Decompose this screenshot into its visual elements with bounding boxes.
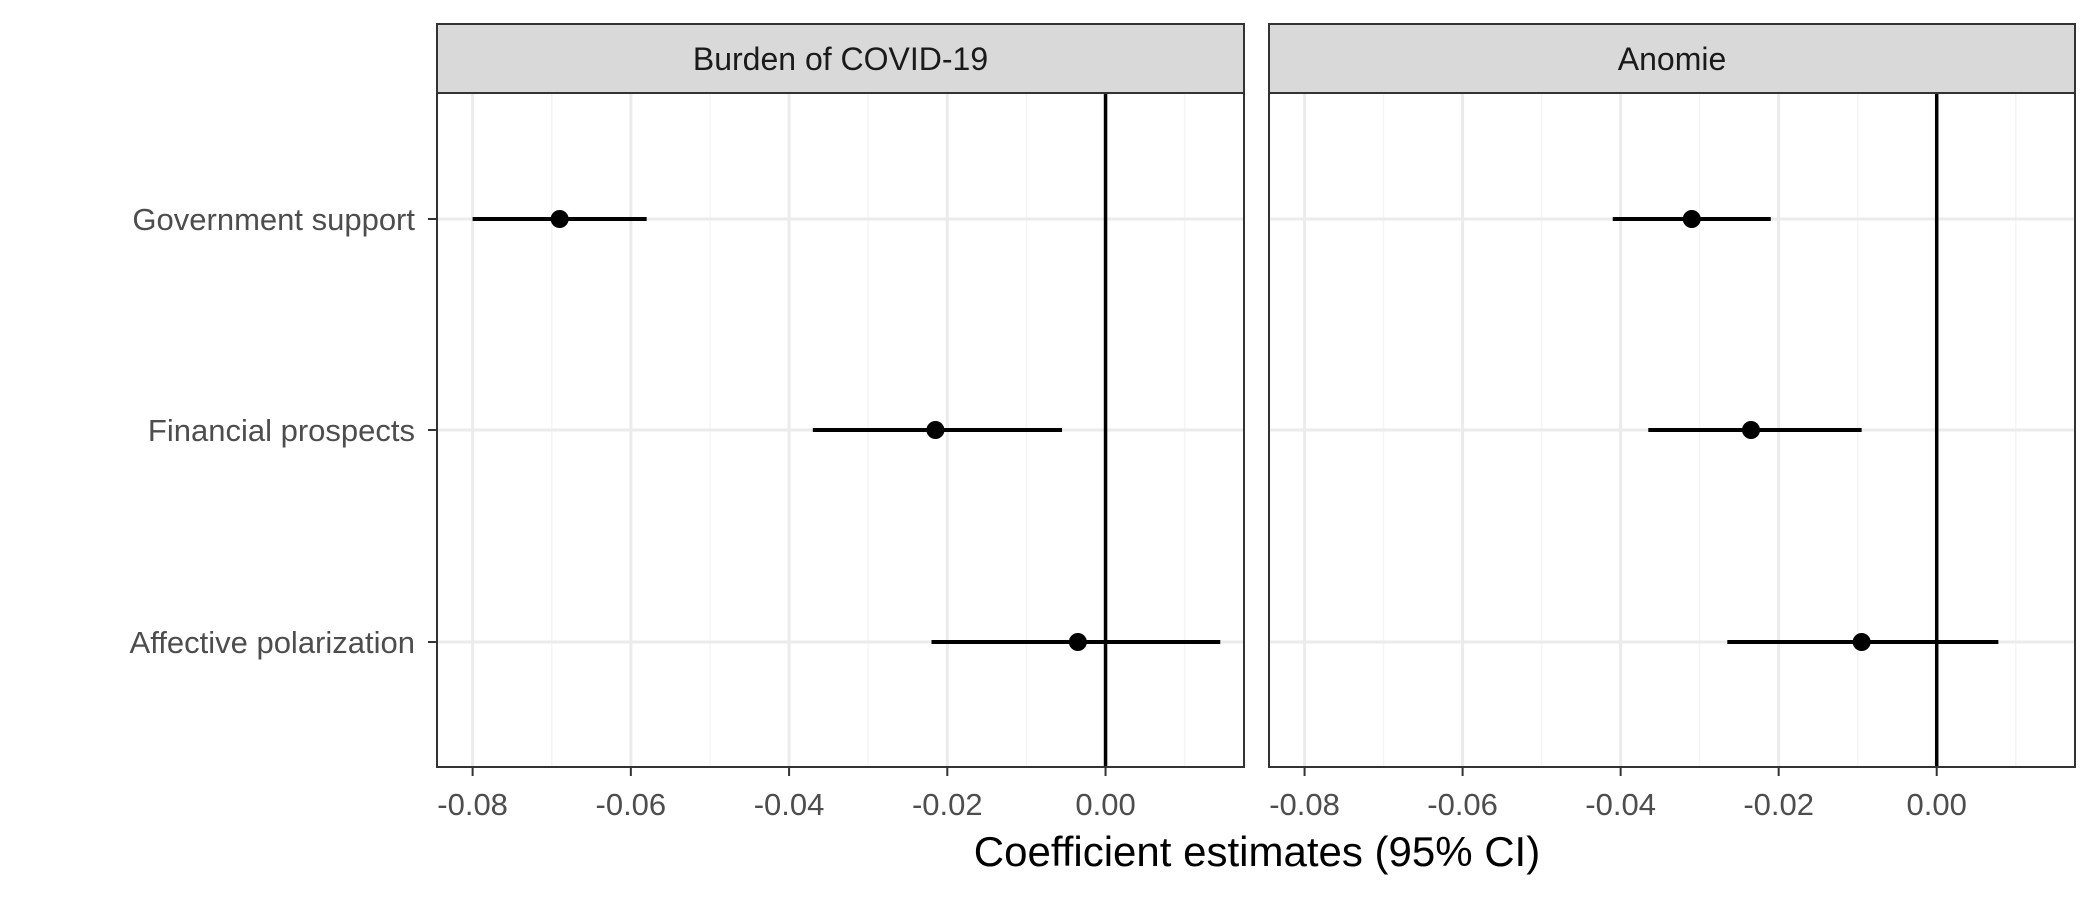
x-tick-label: -0.06 — [1427, 787, 1498, 822]
x-axis-title: Coefficient estimates (95% CI) — [974, 828, 1540, 875]
panel-strip — [1268, 23, 2076, 94]
y-axis: Government support Financial prospects Aff… — [130, 202, 437, 660]
panel: Burden of COVID-19 -0.08 -0.06 -0.04 -0.02 0.… — [436, 23, 1245, 822]
x-tick-label: 0.00 — [1075, 787, 1135, 822]
x-tick-label: -0.02 — [1743, 787, 1814, 822]
panel-title: Anomie — [1618, 41, 1727, 77]
estimate-point — [1068, 633, 1087, 651]
x-tick-label: 0.00 — [1907, 787, 1967, 822]
x-tick-label: -0.08 — [1269, 787, 1340, 822]
estimate-point — [1682, 210, 1701, 228]
y-tick-label: Government support — [132, 202, 415, 237]
panel-title: Burden of COVID-19 — [693, 41, 988, 77]
estimate-point — [1852, 633, 1871, 651]
panel-strip — [436, 23, 1245, 94]
estimate-point — [926, 421, 945, 439]
x-tick-label: -0.06 — [596, 787, 667, 822]
x-tick-label: -0.08 — [437, 787, 508, 822]
y-tick-label: Financial prospects — [148, 413, 415, 448]
y-tick-label: Affective polarization — [130, 625, 415, 660]
x-tick-label: -0.04 — [1585, 787, 1656, 822]
x-tick-label: -0.04 — [754, 787, 825, 822]
panel-border — [1268, 92, 2076, 768]
estimate-point — [1742, 421, 1761, 439]
x-tick-label: -0.02 — [912, 787, 983, 822]
panel: Anomie -0.08 -0.06 -0.04 -0.02 0.00 — [1268, 23, 2076, 822]
panels: Burden of COVID-19 -0.08 -0.06 -0.04 -0.02 0.… — [436, 23, 2076, 822]
estimate-point — [550, 210, 569, 228]
